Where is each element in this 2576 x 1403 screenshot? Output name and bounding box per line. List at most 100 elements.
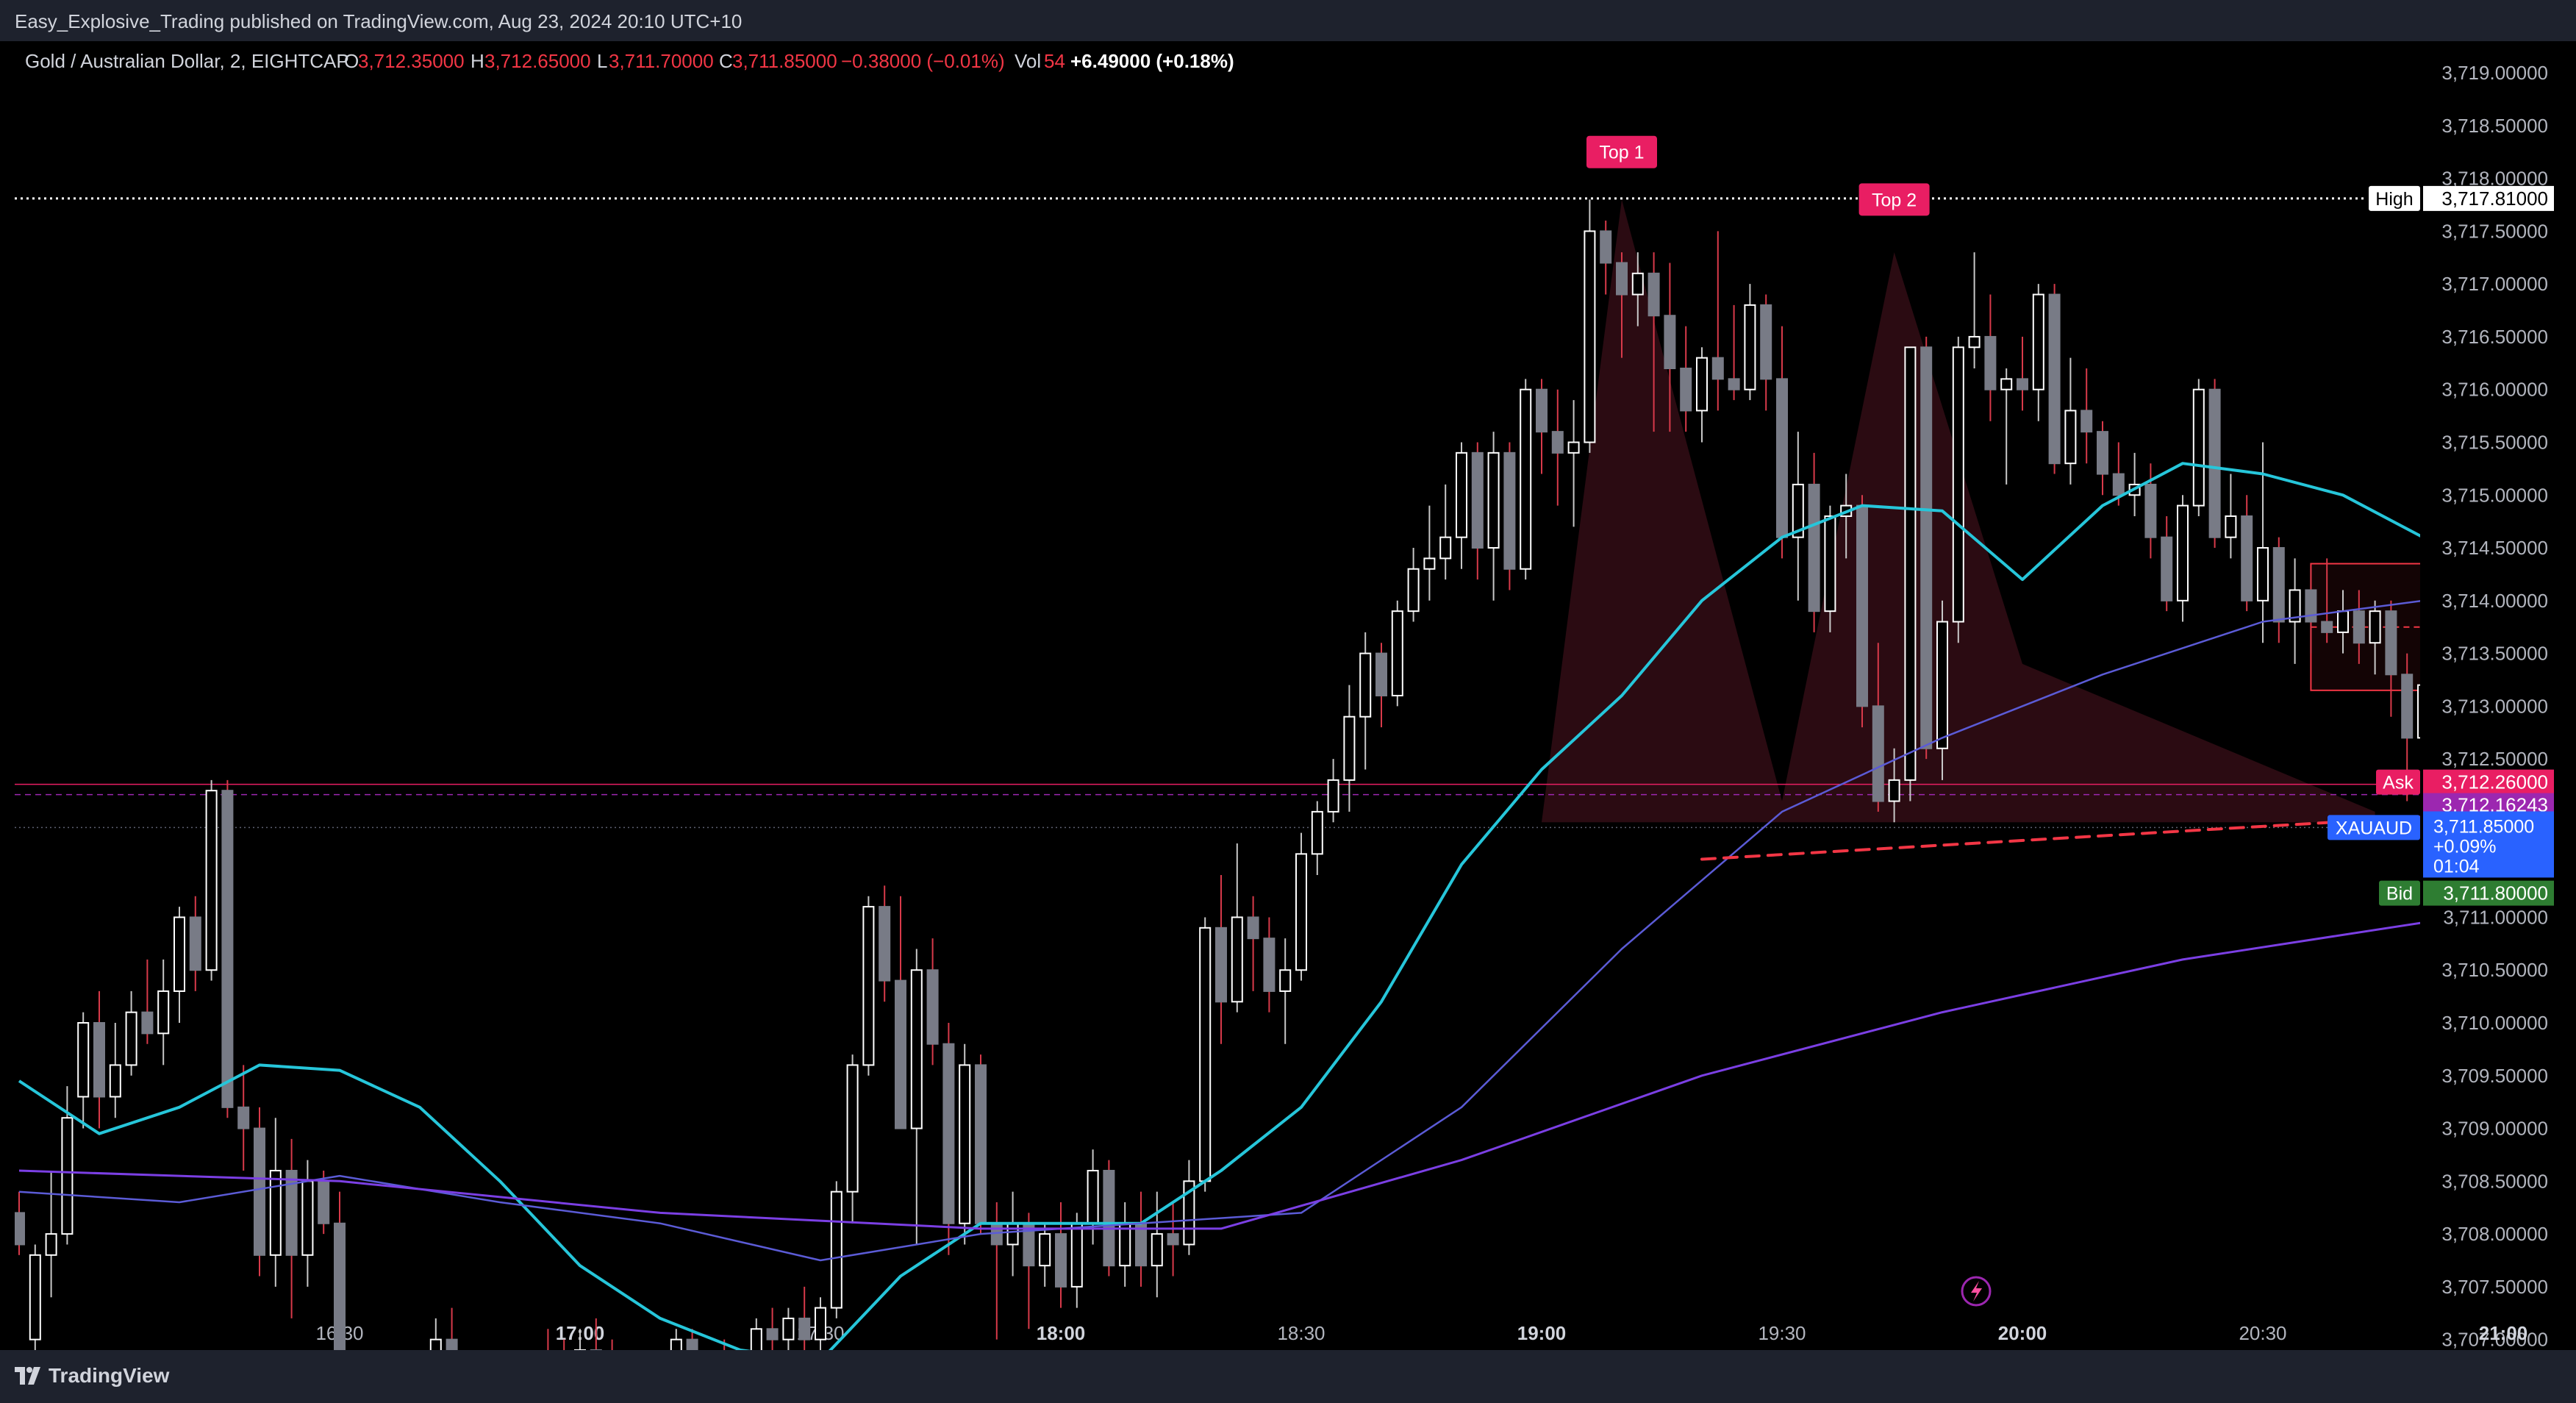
lower-trendline[interactable] bbox=[1700, 815, 2423, 861]
candle bbox=[766, 1307, 779, 1350]
candle bbox=[2112, 442, 2125, 506]
candle-body bbox=[1600, 230, 1612, 264]
candle-body bbox=[1536, 388, 1548, 433]
candle bbox=[1711, 231, 1724, 411]
ask-price-tag-bg bbox=[2423, 769, 2554, 795]
legend-symbol: Gold / Australian Dollar, 2, EIGHTCAP bbox=[25, 50, 349, 72]
candle bbox=[1936, 600, 1948, 780]
candle bbox=[1151, 1191, 1163, 1298]
ask-side-label-text: Ask bbox=[2383, 773, 2414, 793]
candle bbox=[1664, 263, 1676, 432]
candle-body bbox=[1006, 1222, 1019, 1246]
candle bbox=[1680, 326, 1692, 432]
candle bbox=[269, 1118, 282, 1287]
candle-body bbox=[77, 1022, 90, 1098]
candle bbox=[1263, 917, 1276, 1013]
candle bbox=[1584, 199, 1596, 453]
high-price-tag: 3,717.81000 bbox=[2423, 185, 2554, 211]
candle-body bbox=[2097, 431, 2108, 475]
candle-body bbox=[2337, 610, 2349, 633]
candle bbox=[1135, 1191, 1147, 1287]
candle bbox=[1039, 1223, 1051, 1287]
moving-averages bbox=[18, 462, 2420, 1350]
price-tick-label: 3,718.50000 bbox=[2441, 115, 2548, 137]
candle bbox=[205, 779, 218, 981]
candle-body bbox=[1888, 779, 1900, 802]
candle bbox=[2241, 495, 2253, 612]
time-tick-label: 18:00 bbox=[1037, 1322, 1086, 1344]
candle-body bbox=[1359, 652, 1372, 718]
candle-body bbox=[1567, 441, 1580, 454]
legend-volume-value: 54 bbox=[1044, 50, 1065, 72]
candle-body bbox=[1776, 378, 1788, 538]
candle-body bbox=[750, 1328, 762, 1350]
candle-body bbox=[1471, 451, 1484, 549]
candle bbox=[1551, 389, 1564, 506]
candle-body bbox=[237, 1106, 250, 1129]
time-tick-label: 19:00 bbox=[1517, 1322, 1567, 1344]
candle-body bbox=[942, 1043, 955, 1224]
ma-mid-line bbox=[18, 600, 2420, 1262]
candle bbox=[1904, 346, 1917, 802]
chart-legend: Gold / Australian Dollar, 2, EIGHTCAP O … bbox=[25, 50, 1234, 72]
price-tick-label: 3,716.00000 bbox=[2441, 379, 2548, 401]
candle-body bbox=[846, 1064, 859, 1193]
candle-body bbox=[1904, 346, 1917, 781]
candle bbox=[1295, 832, 1307, 981]
candle bbox=[237, 1065, 250, 1171]
ask-price-tag-value: 3,712.26000 bbox=[2441, 771, 2548, 793]
lightning-icon[interactable] bbox=[1961, 1276, 1992, 1307]
candle bbox=[830, 1181, 842, 1318]
candle bbox=[895, 896, 906, 1129]
candle-body bbox=[318, 1180, 330, 1224]
last-price-last-change: +0.09% bbox=[2433, 836, 2497, 857]
candle bbox=[1055, 1202, 1067, 1308]
candle bbox=[2177, 495, 2189, 622]
ema-fast-line bbox=[18, 462, 2420, 1350]
ask-side-label-bg bbox=[2376, 769, 2420, 795]
candle-body bbox=[29, 1254, 41, 1340]
last-price-countdown: 01:04 bbox=[2433, 856, 2480, 877]
legend-open-value: 3,712.35000 bbox=[358, 50, 465, 72]
candle bbox=[574, 1329, 586, 1350]
ask-side-label: Ask bbox=[2376, 769, 2420, 795]
candle-body bbox=[879, 906, 891, 982]
candle-body bbox=[93, 1022, 105, 1098]
trendlines[interactable] bbox=[1700, 611, 2576, 861]
candle bbox=[2208, 379, 2221, 549]
candle bbox=[750, 1318, 762, 1350]
candle bbox=[959, 1043, 971, 1245]
candle-body bbox=[1487, 451, 1500, 549]
publisher-caption: Easy_Explosive_Trading published on Trad… bbox=[15, 10, 743, 32]
price-tick-label: 3,708.50000 bbox=[2441, 1170, 2548, 1192]
pattern-label-bg bbox=[1586, 135, 1657, 168]
candle bbox=[1215, 875, 1227, 1044]
price-chart[interactable]: Gold / Australian Dollar, 2, EIGHTCAP O … bbox=[0, 0, 2576, 1350]
candle bbox=[125, 990, 137, 1076]
candle bbox=[1279, 938, 1292, 1044]
candle bbox=[45, 1170, 57, 1298]
candle bbox=[1631, 252, 1644, 326]
candle bbox=[1407, 548, 1420, 622]
high-price-tag-value: 3,717.81000 bbox=[2441, 188, 2548, 210]
high-side-label: High bbox=[2369, 185, 2420, 211]
candle bbox=[446, 1307, 458, 1350]
candle bbox=[2192, 379, 2205, 516]
candle bbox=[254, 1107, 265, 1277]
candle bbox=[1616, 252, 1628, 358]
candle bbox=[1808, 452, 1820, 632]
price-tags: 3,717.81000High3,712.26000Ask3,712.16243… bbox=[2328, 185, 2554, 906]
candle bbox=[1503, 442, 1516, 590]
candle-body bbox=[254, 1127, 265, 1256]
tradingview-icon bbox=[15, 1367, 40, 1385]
candle bbox=[910, 949, 923, 1245]
candle bbox=[2161, 515, 2173, 612]
candle bbox=[1231, 843, 1243, 1013]
candle-body bbox=[1055, 1233, 1067, 1288]
candle-body bbox=[1856, 504, 1868, 707]
candle-body bbox=[1087, 1169, 1099, 1224]
candle bbox=[2017, 336, 2028, 411]
candle-body bbox=[1215, 927, 1227, 1003]
candle bbox=[141, 959, 154, 1044]
candle bbox=[1776, 326, 1788, 559]
